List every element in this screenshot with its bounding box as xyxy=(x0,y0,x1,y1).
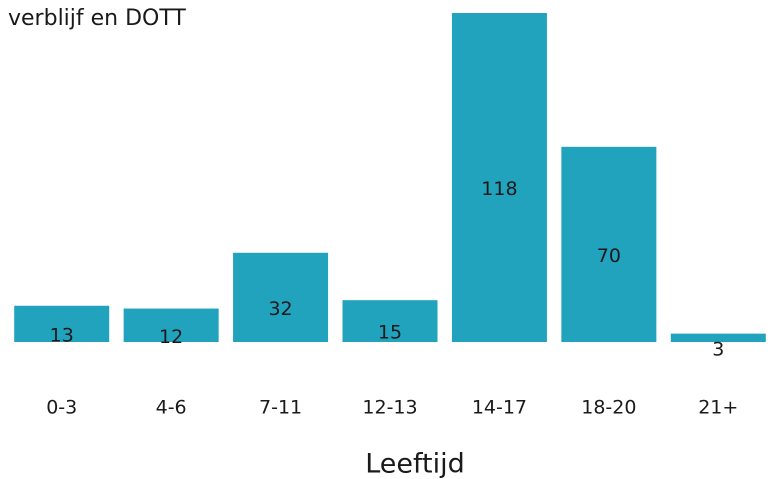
data-label: 12 xyxy=(159,326,183,348)
bar xyxy=(14,305,110,342)
x-tick-label: 7-11 xyxy=(259,397,302,419)
data-label: 32 xyxy=(268,298,292,320)
x-tick-label: 4-6 xyxy=(156,397,187,419)
x-axis-title: Leeftijd xyxy=(365,449,465,479)
x-tick-label: 21+ xyxy=(698,397,738,419)
x-tick-label: 18-20 xyxy=(581,397,636,419)
x-tick-label: 0-3 xyxy=(46,397,77,419)
x-tick-label: 14-17 xyxy=(472,397,527,419)
bar xyxy=(670,333,766,342)
data-label: 13 xyxy=(50,324,74,346)
bar xyxy=(451,13,547,342)
bar xyxy=(561,146,657,342)
x-tick-label: 12-13 xyxy=(362,397,417,419)
data-label: 70 xyxy=(597,245,621,267)
data-label: 118 xyxy=(481,178,517,200)
data-label: 3 xyxy=(712,338,724,360)
bar xyxy=(233,252,329,342)
bar xyxy=(123,308,219,342)
data-label: 15 xyxy=(378,322,402,344)
bar xyxy=(342,300,438,342)
chart-title: verblijf en DOTT xyxy=(8,6,186,31)
